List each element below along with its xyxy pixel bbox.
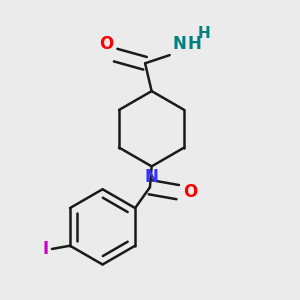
Text: H: H — [197, 26, 210, 41]
Text: O: O — [183, 183, 197, 201]
Text: I: I — [43, 240, 49, 258]
Text: O: O — [99, 35, 113, 53]
Text: N: N — [145, 168, 159, 186]
Text: H: H — [188, 35, 202, 53]
Text: N: N — [173, 35, 187, 53]
